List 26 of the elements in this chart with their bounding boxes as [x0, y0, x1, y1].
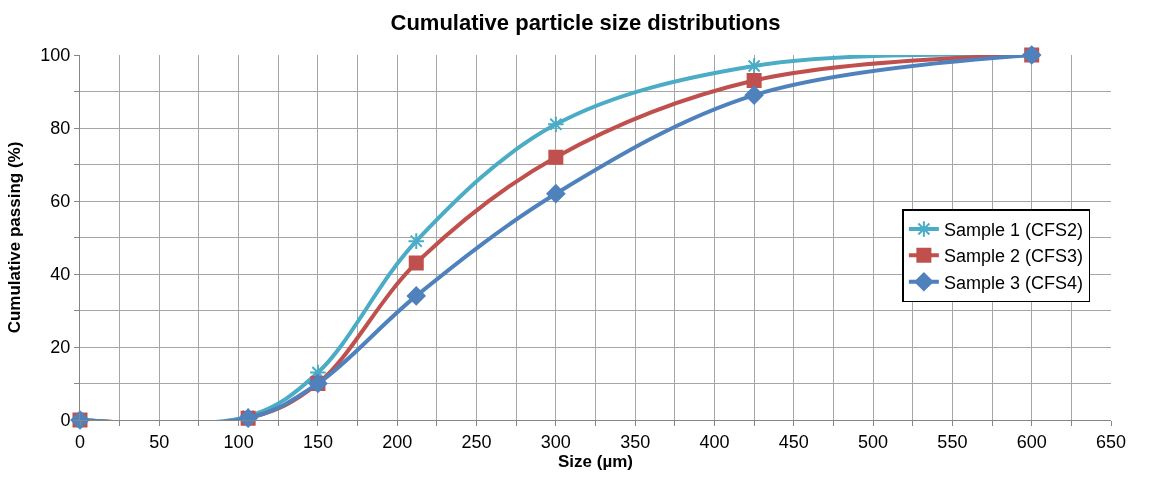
x-tick-label: 600 — [1016, 431, 1047, 452]
x-tick-label: 350 — [620, 431, 651, 452]
x-tick-label: 150 — [302, 431, 333, 452]
x-tick-label: 50 — [149, 431, 170, 452]
y-tick-label: 20 — [50, 337, 71, 358]
y-tick-label: 0 — [60, 410, 71, 431]
x-tick-label: 250 — [461, 431, 492, 452]
x-tick-label: 400 — [699, 431, 730, 452]
x-tick-label: 500 — [858, 431, 889, 452]
y-tick-label: 100 — [40, 45, 71, 66]
x-tick-label: 650 — [1095, 431, 1127, 452]
legend-label: Sample 2 (CFS3) — [943, 246, 1083, 267]
x-axis-title: Size (µm) — [558, 451, 633, 471]
x-tick-label: 200 — [382, 431, 413, 452]
y-tick-label: 40 — [50, 264, 71, 285]
y-tick-label: 80 — [50, 118, 71, 139]
legend-label: Sample 3 (CFS4) — [943, 272, 1083, 293]
y-tick-label: 60 — [50, 191, 71, 212]
x-tick-label: 300 — [540, 431, 571, 452]
x-tick-label: 100 — [223, 431, 254, 452]
legend-label: Sample 1 (CFS2) — [943, 219, 1083, 240]
chart-title: Cumulative particle size distributions — [390, 9, 781, 35]
y-axis-title: Cumulative passing (%) — [4, 141, 24, 334]
x-tick-label: 450 — [778, 431, 809, 452]
x-tick-label: 0 — [74, 431, 86, 452]
x-tick-label: 550 — [937, 431, 968, 452]
